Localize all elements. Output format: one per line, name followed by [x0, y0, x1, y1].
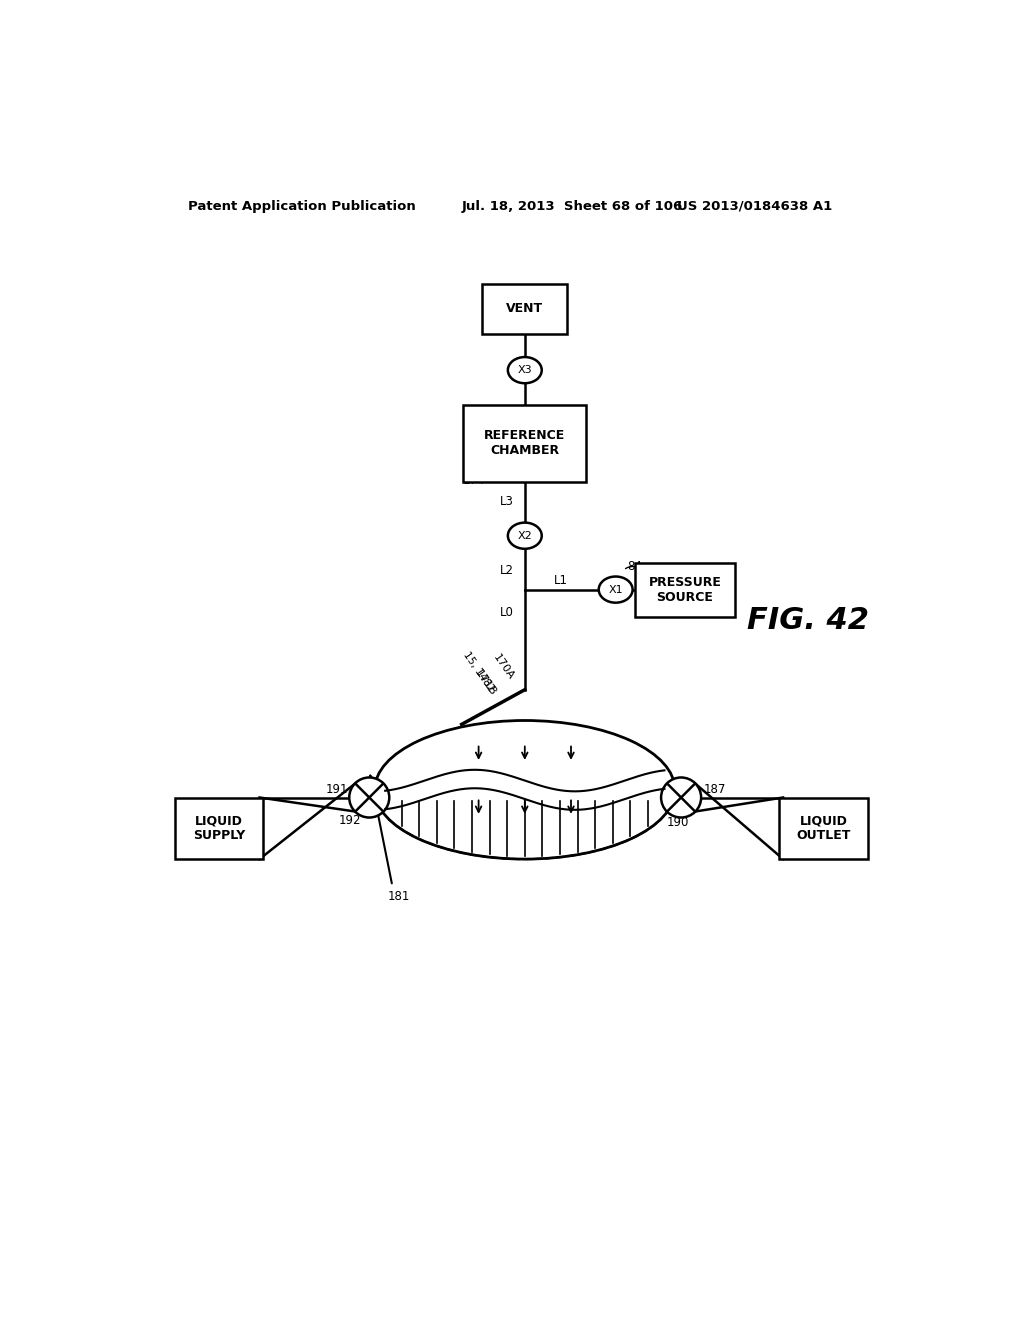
FancyBboxPatch shape — [482, 284, 567, 334]
Circle shape — [662, 777, 701, 817]
Text: 50: 50 — [517, 845, 532, 858]
Text: L1: L1 — [554, 574, 568, 587]
Text: 181: 181 — [387, 890, 410, 903]
FancyBboxPatch shape — [779, 797, 867, 859]
Text: FIG. 42: FIG. 42 — [746, 606, 868, 635]
Text: Patent Application Publication: Patent Application Publication — [188, 199, 416, 213]
Text: REFERENCE
CHAMBER: REFERENCE CHAMBER — [484, 429, 565, 457]
Text: US 2013/0184638 A1: US 2013/0184638 A1 — [677, 199, 833, 213]
Text: 174: 174 — [462, 474, 484, 487]
Text: LIQUID
SUPPLY: LIQUID SUPPLY — [193, 814, 245, 842]
Ellipse shape — [599, 577, 633, 603]
Text: 15, 1482: 15, 1482 — [462, 649, 497, 693]
Text: 171B: 171B — [473, 668, 498, 697]
Text: X3: X3 — [517, 366, 532, 375]
Text: L2: L2 — [500, 564, 514, 577]
Text: L0: L0 — [500, 606, 514, 619]
Text: PRESSURE
SOURCE: PRESSURE SOURCE — [648, 576, 721, 603]
Text: 191: 191 — [326, 783, 348, 796]
Ellipse shape — [508, 523, 542, 549]
Circle shape — [349, 777, 389, 817]
Text: X2: X2 — [517, 531, 532, 541]
Text: 84: 84 — [628, 560, 642, 573]
Text: 192: 192 — [339, 814, 361, 828]
Text: 170A: 170A — [490, 652, 516, 682]
Text: Jul. 18, 2013  Sheet 68 of 106: Jul. 18, 2013 Sheet 68 of 106 — [462, 199, 683, 213]
Text: X1: X1 — [608, 585, 623, 594]
Text: 187: 187 — [703, 783, 726, 796]
FancyBboxPatch shape — [635, 562, 735, 616]
Text: L3: L3 — [500, 495, 514, 508]
FancyBboxPatch shape — [175, 797, 263, 859]
Text: LIQUID
OUTLET: LIQUID OUTLET — [797, 814, 851, 842]
Text: 190: 190 — [667, 816, 689, 829]
FancyBboxPatch shape — [463, 405, 587, 482]
Text: VENT: VENT — [506, 302, 544, 315]
Ellipse shape — [508, 358, 542, 383]
Ellipse shape — [375, 721, 675, 859]
